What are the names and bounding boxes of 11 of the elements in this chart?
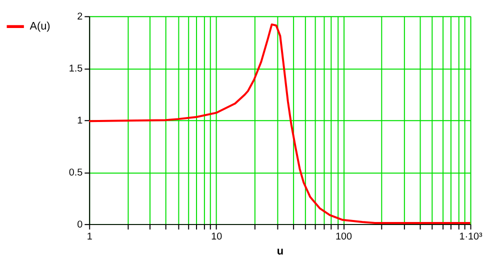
- x-tick-label: 100: [335, 231, 352, 242]
- x-axis-title: u: [276, 245, 284, 258]
- x-tick-label: 10: [211, 231, 223, 242]
- x-tick-label: 1·10³: [459, 231, 484, 242]
- y-tick-label: 2: [77, 12, 83, 23]
- x-tick-label: 1: [86, 231, 93, 242]
- y-tick-label: 0: [77, 220, 84, 231]
- y-tick-label: 0.5: [68, 168, 84, 179]
- y-tick-label: 1.5: [68, 64, 84, 75]
- y-tick-label: 1: [77, 116, 84, 127]
- legend-label: A(u): [30, 20, 50, 33]
